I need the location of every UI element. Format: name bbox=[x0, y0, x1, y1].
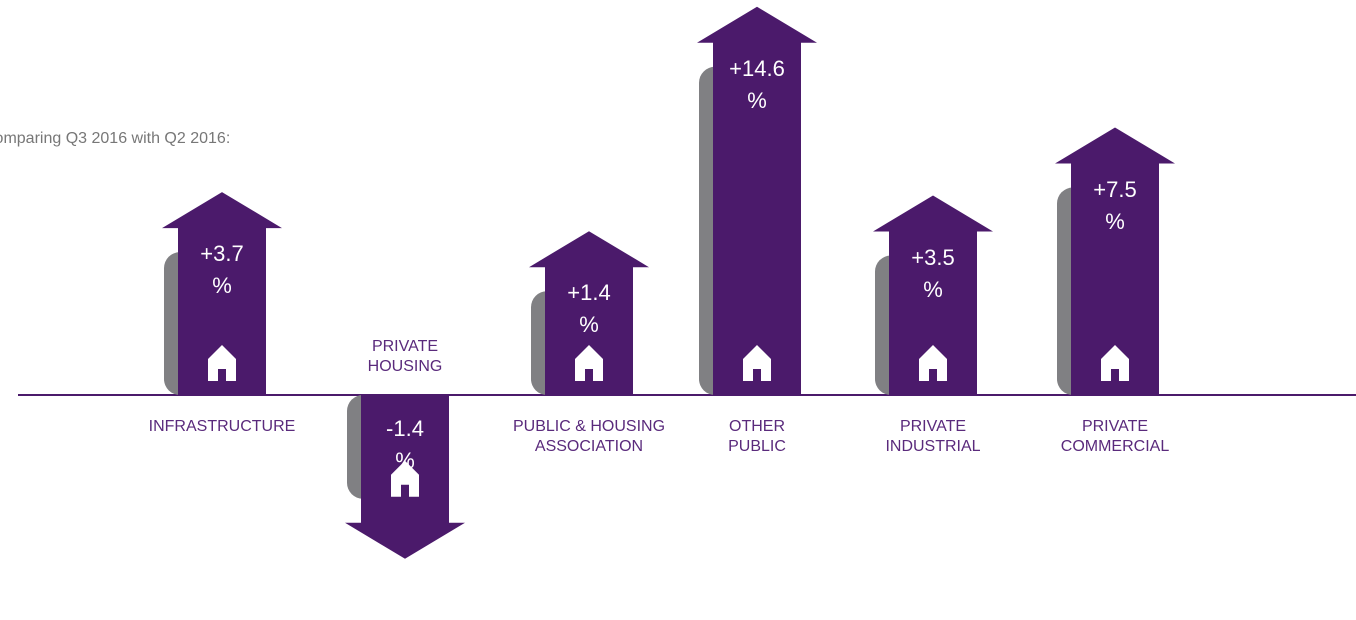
icon bbox=[208, 345, 236, 381]
category-label: PUBLIC & HOUSING ASSOCIATION bbox=[512, 418, 666, 455]
value-label: +3.5 % bbox=[911, 244, 955, 302]
value-label: +3.7 % bbox=[200, 241, 244, 299]
category-label: OTHER PUBLIC bbox=[728, 418, 786, 455]
arrow bbox=[1055, 127, 1175, 395]
icon bbox=[1101, 345, 1129, 381]
arrow bbox=[162, 192, 282, 395]
value-label: +14.6 % bbox=[729, 55, 785, 113]
value-label: -1.4 % bbox=[386, 416, 424, 473]
arrow bbox=[697, 6, 817, 396]
category-label: PRIVATE HOUSING bbox=[367, 338, 443, 375]
arrow bbox=[873, 195, 993, 395]
subtitle: Comparing Q3 2016 with Q2 2016: bbox=[0, 130, 231, 147]
value-label: +1.4 % bbox=[567, 280, 611, 338]
icon bbox=[575, 345, 603, 381]
arrow bbox=[529, 231, 649, 395]
value-label: +7.5 % bbox=[1093, 176, 1137, 234]
icon bbox=[919, 345, 947, 381]
category-label: PRIVATE INDUSTRIAL bbox=[885, 418, 981, 455]
icon bbox=[391, 460, 419, 497]
category-label: PRIVATE COMMERCIAL bbox=[1060, 418, 1170, 455]
category-label: INFRASTRUCTURE bbox=[148, 418, 296, 435]
icon bbox=[743, 345, 771, 381]
